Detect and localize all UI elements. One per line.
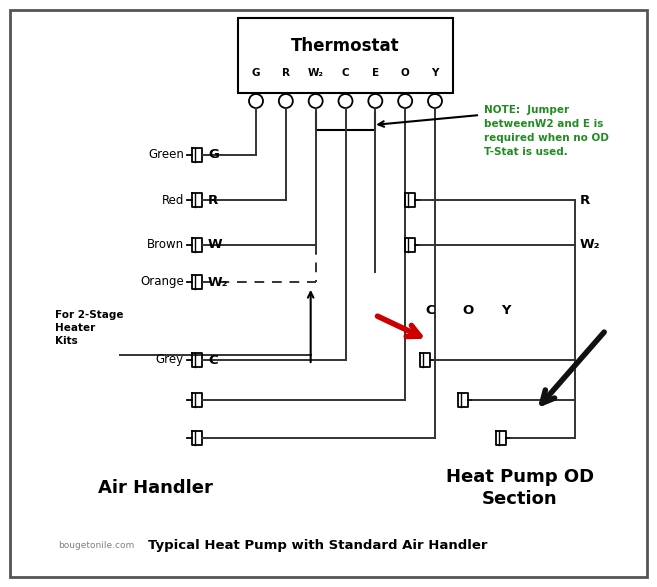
Text: Heat Pump OD
Section: Heat Pump OD Section — [446, 468, 594, 508]
Text: Typical Heat Pump with Standard Air Handler: Typical Heat Pump with Standard Air Hand… — [148, 538, 487, 552]
Text: Brown: Brown — [147, 238, 184, 251]
Text: Orange: Orange — [140, 275, 184, 288]
Text: Grey: Grey — [156, 353, 184, 366]
Text: C: C — [342, 68, 350, 78]
Text: E: E — [372, 68, 379, 78]
Text: C: C — [208, 353, 217, 366]
Text: C: C — [425, 303, 435, 316]
Text: R: R — [208, 194, 218, 207]
Text: Green: Green — [148, 149, 184, 161]
Text: Y: Y — [501, 303, 510, 316]
Text: W₂: W₂ — [208, 275, 229, 288]
Text: O: O — [463, 303, 474, 316]
Text: W₂: W₂ — [580, 238, 600, 251]
Text: Y: Y — [431, 68, 439, 78]
Text: O: O — [401, 68, 409, 78]
Text: W: W — [208, 238, 223, 251]
Text: For 2-Stage
Heater
Kits: For 2-Stage Heater Kits — [55, 310, 124, 346]
Text: bougetonile.com: bougetonile.com — [58, 541, 134, 549]
Bar — [238, 18, 453, 93]
Text: W₂: W₂ — [307, 68, 324, 78]
Text: Air Handler: Air Handler — [97, 479, 212, 497]
Text: Red: Red — [162, 194, 184, 207]
Text: G: G — [252, 68, 260, 78]
Text: Thermostat: Thermostat — [291, 37, 400, 55]
Text: R: R — [282, 68, 290, 78]
Text: R: R — [580, 194, 590, 207]
Text: G: G — [208, 149, 219, 161]
Text: NOTE:  Jumper
betweenW2 and E is
required when no OD
T-Stat is used.: NOTE: Jumper betweenW2 and E is required… — [484, 105, 609, 157]
